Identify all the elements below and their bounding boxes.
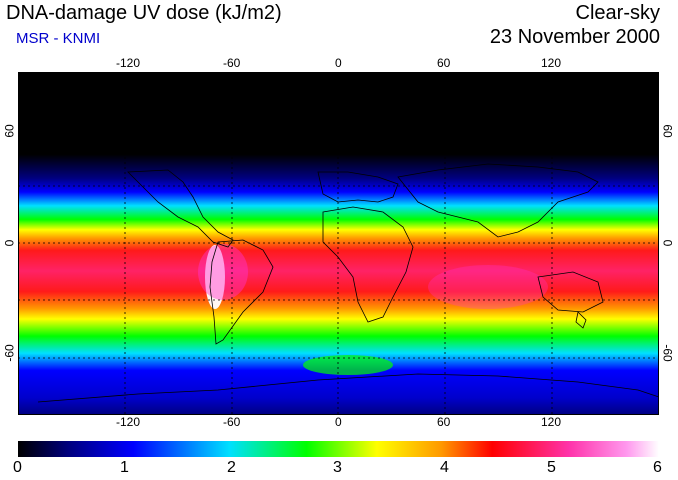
coastlines [37, 163, 659, 403]
bottom-lon-tick-label: 60 [437, 415, 451, 429]
left-lat-tick-label: 60 [2, 124, 17, 138]
colorbar-label: 0 [13, 459, 22, 476]
uv-low-southern-ocean [303, 355, 393, 375]
uv-high-indian-ocean [428, 265, 548, 309]
colorbar [18, 441, 659, 457]
map-title: DNA-damage UV dose (kJ/m2) [6, 2, 282, 24]
uv-dose-map [18, 72, 659, 415]
right-lat-tick-label: -60 [660, 344, 675, 362]
colorbar-label: 6 [653, 459, 662, 476]
top-lon-tick-label: -60 [223, 56, 241, 70]
colorbar-label: 2 [227, 459, 236, 476]
sky-condition-label: Clear-sky [575, 2, 660, 24]
colorbar-label: 5 [547, 459, 556, 476]
bottom-lon-tick-label: 0 [335, 415, 342, 429]
top-lon-tick-label: 0 [335, 56, 342, 70]
bottom-lon-tick-label: 120 [541, 415, 562, 429]
uv-hotspot-andes [205, 245, 225, 309]
top-lon-tick-label: 60 [437, 56, 451, 70]
map-frame [18, 72, 659, 415]
top-lon-tick-label: 120 [541, 56, 562, 70]
colorbar-label: 1 [120, 459, 129, 476]
left-lat-tick-label: -60 [2, 344, 17, 362]
left-lat-tick-label: 0 [2, 239, 17, 247]
right-lat-tick-label: 0 [660, 239, 675, 247]
bottom-lon-tick-label: -120 [116, 415, 141, 429]
graticule [18, 72, 659, 415]
uv-high-south-america [198, 244, 248, 300]
top-lon-tick-label: -120 [116, 56, 141, 70]
bottom-lon-tick-label: -60 [223, 415, 241, 429]
right-lat-tick-label: 60 [660, 124, 675, 138]
date-label: 23 November 2000 [489, 26, 660, 48]
colorbar-label: 3 [333, 459, 342, 476]
source-label: MSR - KNMI [16, 30, 101, 47]
colorbar-gradient [18, 441, 659, 457]
colorbar-label: 4 [440, 459, 449, 476]
